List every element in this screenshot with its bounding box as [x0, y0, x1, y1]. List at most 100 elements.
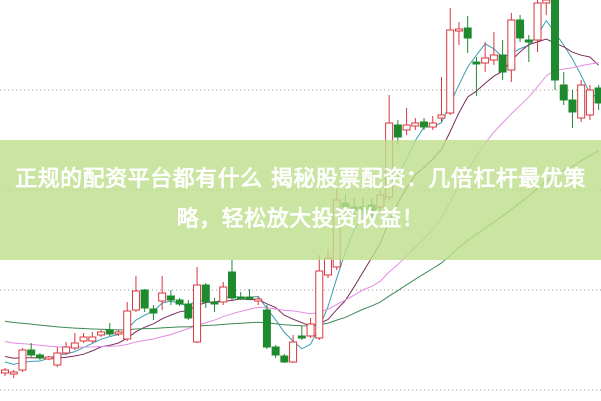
candle-body: [289, 341, 298, 363]
candle-body: [97, 331, 106, 336]
candle-body: [542, 0, 551, 4]
candle-down: [105, 323, 114, 336]
candle-body: [262, 309, 271, 348]
candle-body: [236, 296, 245, 300]
candle-down: [245, 289, 254, 300]
candle-down: [550, 0, 559, 90]
candle-body: [306, 323, 315, 337]
candle-body: [489, 54, 498, 61]
candle-body: [166, 295, 175, 301]
candle-down: [175, 298, 184, 306]
candle-body: [140, 289, 149, 309]
candle-body: [411, 122, 420, 127]
candle-up: [289, 335, 298, 363]
candle-up: [585, 85, 594, 120]
candle-down: [184, 300, 193, 320]
candle-down: [210, 298, 219, 312]
candle-body: [428, 122, 437, 128]
candle-up: [70, 333, 79, 350]
candle-body: [393, 124, 402, 138]
candle-up: [577, 80, 586, 122]
candle-up: [507, 13, 516, 82]
candle-down: [559, 72, 568, 105]
candle-down: [594, 85, 601, 110]
candle-up: [315, 255, 324, 340]
candle-body: [131, 290, 140, 311]
candle-body: [481, 57, 490, 64]
candle-body: [498, 54, 507, 73]
candle-up: [1, 368, 9, 376]
candle-up: [542, 0, 551, 15]
candle-up: [123, 302, 132, 341]
candle-body: [254, 298, 263, 302]
candle-body: [550, 0, 559, 81]
candle-body: [402, 124, 411, 131]
candle-body: [184, 303, 193, 319]
candle-body: [114, 331, 123, 335]
candle-down: [463, 16, 472, 53]
candle-body: [35, 354, 44, 359]
candle-up: [44, 356, 53, 360]
candle-down: [280, 354, 289, 363]
candle-up: [437, 77, 446, 122]
candle-body: [18, 349, 27, 371]
candle-down: [524, 35, 533, 62]
candle-up: [306, 318, 315, 338]
candle-body: [280, 355, 289, 363]
candle-down: [568, 90, 577, 128]
candle-body: [524, 39, 533, 43]
candle-down: [201, 283, 210, 308]
candle-body: [245, 296, 254, 300]
candle-body: [297, 335, 306, 339]
candle-body: [53, 352, 62, 366]
candle-down: [35, 353, 44, 360]
title-banner: [0, 140, 601, 260]
candle-up: [97, 330, 106, 337]
candle-up: [254, 297, 263, 305]
candle-body: [507, 19, 516, 71]
candle-up: [53, 347, 62, 367]
candle-body: [149, 308, 158, 314]
candle-body: [123, 310, 132, 340]
candle-body: [577, 84, 586, 119]
candle-body: [175, 299, 184, 305]
candle-body: [516, 19, 525, 39]
candle-body: [201, 284, 210, 303]
candle-up: [411, 118, 420, 130]
candle-body: [210, 301, 219, 305]
candle-body: [472, 61, 481, 65]
article-title: 正规的配资平台都有什么 揭秘股票配资：几倍杠杆最优策略，轻松放大投资收益！: [15, 167, 586, 232]
candle-body: [437, 114, 446, 119]
candle-body: [585, 89, 594, 116]
candle-up: [193, 267, 202, 343]
candle-body: [533, 2, 542, 41]
candle-body: [463, 27, 472, 39]
candle-body: [315, 270, 324, 339]
candle-down: [140, 289, 149, 312]
candle-down: [236, 292, 245, 300]
candle-body: [420, 121, 429, 128]
candle-body: [70, 342, 79, 349]
candle-body: [9, 371, 18, 375]
candle-up: [219, 282, 228, 305]
candle-up: [158, 276, 167, 310]
candle-body: [105, 329, 114, 335]
candle-down: [297, 326, 306, 340]
candle-body: [44, 356, 53, 360]
candle-up: [481, 42, 490, 72]
candle-up: [533, 0, 542, 52]
candle-down: [420, 118, 429, 130]
candle-body: [193, 284, 202, 343]
candle-up: [489, 32, 498, 65]
candle-body: [79, 336, 88, 342]
candle-body: [568, 99, 577, 113]
candle-up: [446, 8, 455, 115]
candle-up: [454, 22, 463, 45]
candle-body: [158, 292, 167, 302]
candle-body: [454, 28, 463, 32]
candle-up: [9, 370, 18, 378]
candle-up: [402, 108, 411, 135]
candle-body: [27, 349, 36, 356]
candle-body: [227, 271, 236, 299]
candle-down: [149, 305, 158, 320]
